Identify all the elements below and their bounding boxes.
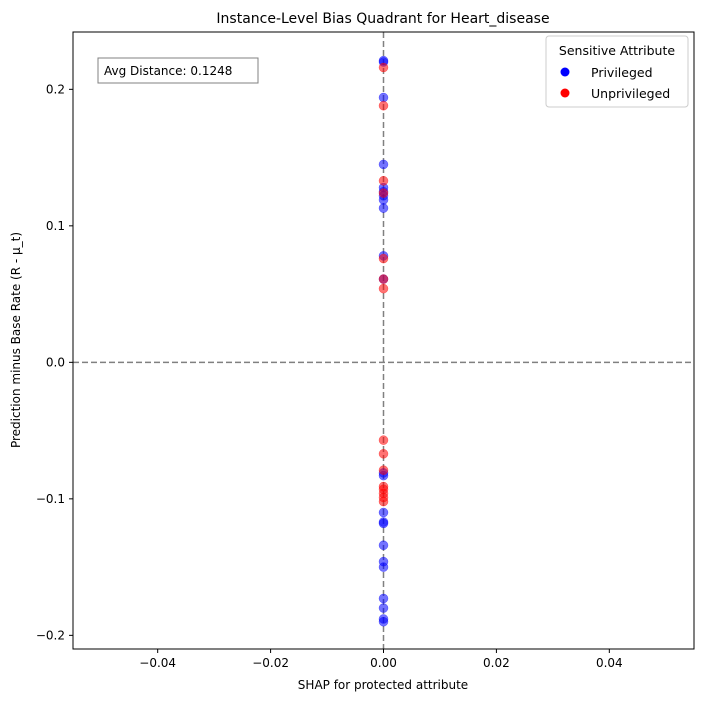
point-privileged	[378, 540, 389, 551]
legend-label-privileged: Privileged	[591, 65, 653, 80]
x-axis-ticks: −0.04 −0.02 0.00 0.02 0.04	[139, 649, 623, 670]
point-privileged	[378, 603, 389, 613]
y-tick-label: −0.1	[36, 492, 65, 506]
point-unprivileged	[378, 496, 389, 507]
point-unprivileged	[378, 274, 389, 284]
point-unprivileged	[378, 188, 389, 198]
point-privileged	[378, 593, 389, 604]
x-tick-label: 0.02	[483, 656, 510, 670]
legend-frame	[545, 35, 689, 108]
x-tick-label: 0.04	[596, 656, 623, 670]
y-tick-label: 0.2	[46, 82, 65, 96]
legend-title: Sensitive Attribute	[559, 43, 675, 58]
x-tick-label: −0.02	[252, 656, 289, 670]
x-axis-label: SHAP for protected attribute	[298, 678, 468, 692]
point-unprivileged	[378, 465, 389, 475]
point-privileged	[378, 616, 389, 627]
point-unprivileged	[378, 283, 389, 294]
y-tick-label: 0.0	[46, 355, 65, 369]
point-unprivileged	[378, 449, 389, 459]
legend-marker-unprivileged	[560, 88, 570, 98]
point-unprivileged	[378, 435, 389, 445]
point-privileged	[378, 203, 389, 213]
annotation-text: Avg Distance: 0.1248	[104, 64, 232, 78]
avg-distance-annotation: Avg Distance: 0.1248	[97, 57, 259, 84]
point-unprivileged	[378, 253, 389, 264]
x-tick-label: −0.04	[139, 656, 176, 670]
y-tick-label: −0.2	[36, 628, 65, 642]
legend-marker-privileged	[560, 67, 570, 77]
plot-area	[72, 31, 695, 650]
point-unprivileged	[378, 62, 389, 73]
y-axis-label: Prediction minus Base Rate (R - μ_t)	[9, 232, 23, 448]
x-tick-label: 0.00	[370, 656, 397, 670]
legend-label-unprivileged: Unprivileged	[591, 86, 670, 101]
point-privileged	[378, 159, 389, 170]
point-unprivileged	[378, 176, 389, 186]
y-tick-label: 0.1	[46, 219, 65, 233]
legend: Sensitive Attribute Privileged Unprivile…	[545, 35, 689, 108]
point-privileged	[378, 507, 389, 518]
point-privileged	[378, 518, 389, 529]
annotation-box	[97, 57, 259, 84]
data-points	[378, 55, 389, 627]
point-unprivileged	[378, 100, 389, 111]
chart-title: Instance-Level Bias Quadrant for Heart_d…	[216, 11, 549, 27]
point-privileged	[378, 92, 389, 103]
y-axis-ticks: −0.2 −0.1 0.0 0.1 0.2	[36, 82, 73, 642]
point-privileged	[378, 562, 389, 572]
